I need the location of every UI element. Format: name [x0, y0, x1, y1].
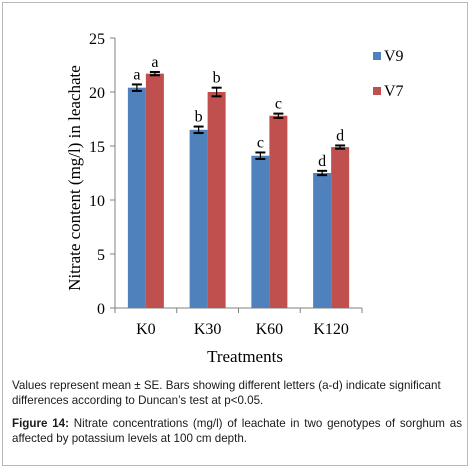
bar	[269, 115, 288, 308]
y-axis-ticks: 0 5 10 15 20 25	[89, 31, 115, 318]
x-tick-label: K120	[313, 321, 349, 338]
y-tick-label: 15	[89, 139, 105, 156]
caption-label: Figure 14:	[12, 417, 69, 430]
bar-chart: 0 5 10 15 20 25 K0 K30 K60 K120 a b c d a b c d V9 V7 Ni…	[65, 31, 404, 366]
bar	[145, 73, 164, 308]
legend-swatch	[373, 52, 381, 60]
legend: V9 V7	[373, 48, 404, 100]
bar	[189, 129, 208, 308]
bars: a b c d a b c d	[127, 54, 350, 309]
significance-letter: c	[275, 96, 282, 113]
bar	[331, 147, 350, 308]
legend-label: V7	[384, 83, 404, 100]
figure-caption: Figure 14: Nitrate concentrations (mg/l)…	[12, 416, 462, 446]
significance-letter: b	[195, 109, 203, 126]
significance-letter: d	[318, 153, 326, 170]
y-axis-label: Nitrate content (mg/l) in leachate	[65, 65, 84, 291]
x-tick-label: K60	[256, 321, 284, 338]
significance-letter: a	[133, 66, 140, 83]
significance-letter: b	[213, 70, 221, 87]
bar	[313, 173, 332, 308]
figure-frame	[2, 2, 468, 466]
y-tick-label: 0	[97, 301, 105, 318]
y-tick-label: 25	[89, 31, 105, 48]
bar	[127, 87, 146, 309]
y-tick-label: 10	[89, 193, 105, 210]
significance-letter: a	[151, 54, 158, 71]
x-tick-label: K30	[194, 321, 222, 338]
bar	[207, 92, 226, 308]
legend-label: V9	[384, 48, 404, 65]
caption-text: Nitrate concentrations (mg/l) of leachat…	[12, 417, 462, 445]
x-axis-label: Treatments	[207, 347, 283, 366]
legend-swatch	[373, 87, 381, 95]
figure-note: Values represent mean ± SE. Bars showing…	[12, 379, 441, 407]
y-tick-label: 5	[97, 247, 105, 264]
significance-letter: c	[257, 134, 264, 151]
x-tick-label: K0	[136, 321, 156, 338]
y-tick-label: 20	[89, 85, 105, 102]
bar	[251, 155, 270, 308]
x-axis-categories: K0 K30 K60 K120	[114, 308, 363, 338]
significance-letter: d	[336, 127, 344, 144]
